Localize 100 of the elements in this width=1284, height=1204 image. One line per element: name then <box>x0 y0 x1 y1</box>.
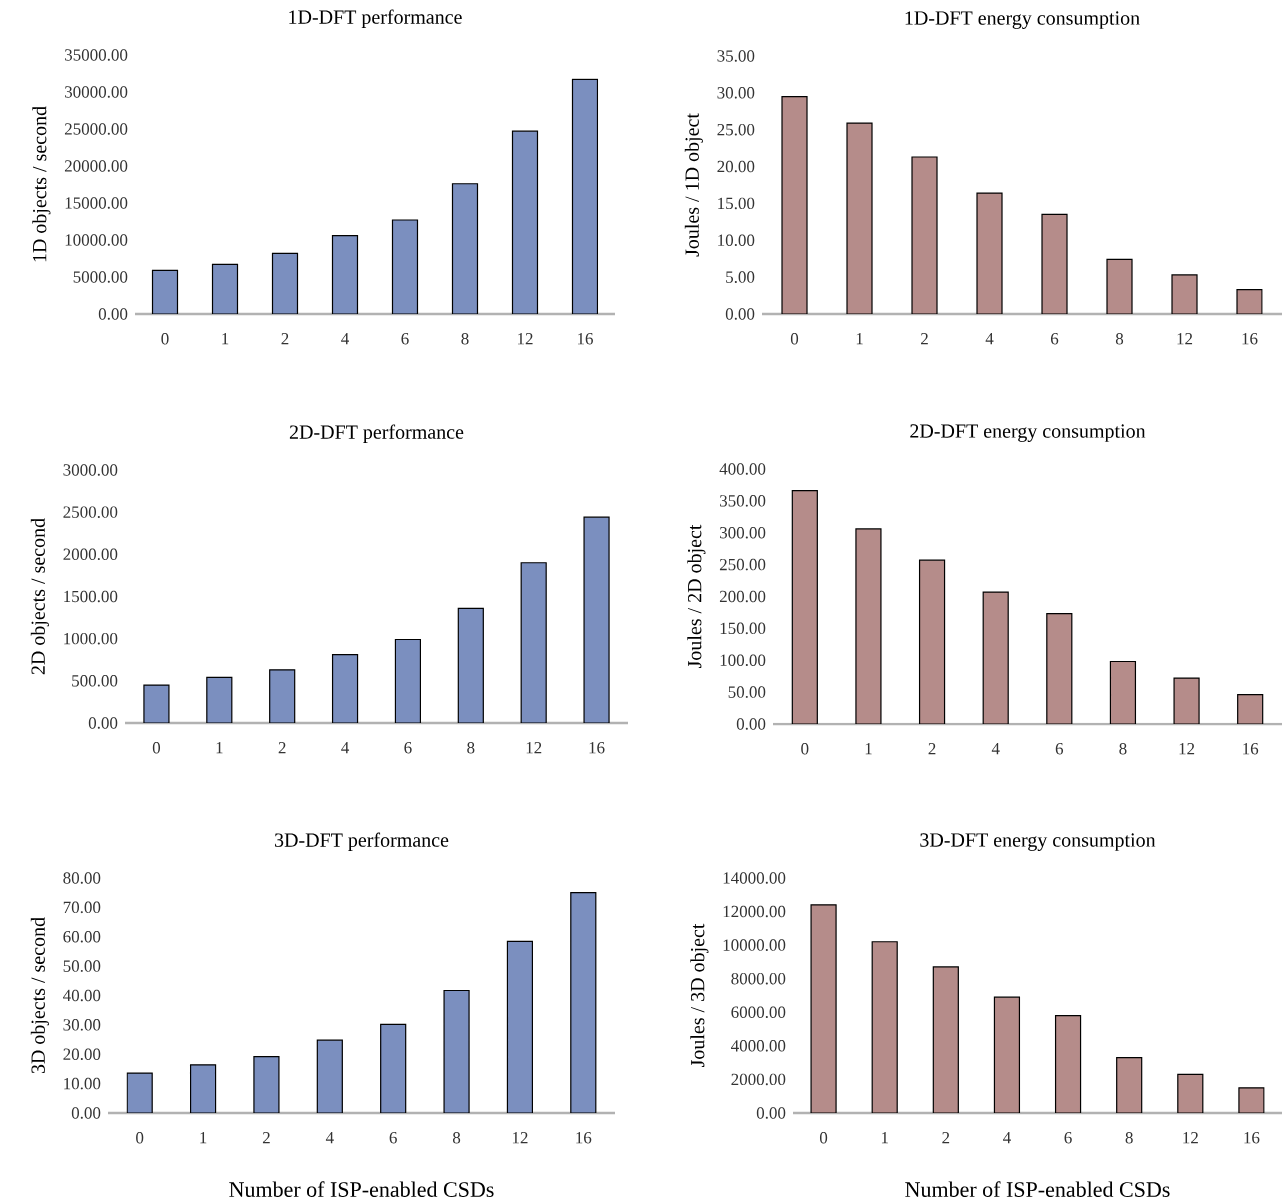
x-tick-label: 2 <box>942 1132 950 1144</box>
x-tick-label: 4 <box>341 742 350 754</box>
y-tick-label: 30000.00 <box>65 86 128 98</box>
x-tick-label: 1 <box>881 1132 888 1144</box>
bar <box>211 263 239 315</box>
x-tick-label: 1 <box>200 1132 207 1144</box>
y-axis-title: Joules / 1D object <box>684 113 703 257</box>
bar <box>1041 214 1068 315</box>
bar <box>391 219 419 315</box>
y-tick-label: 15000.00 <box>65 197 128 209</box>
x-tick-label: 2 <box>281 333 289 345</box>
bar <box>443 990 470 1114</box>
bar <box>151 269 179 315</box>
x-tick-label: 4 <box>985 333 994 345</box>
y-tick-label: 150.00 <box>720 622 766 635</box>
x-tick-label: 1 <box>216 742 223 754</box>
x-tick-label: 0 <box>801 743 809 755</box>
y-tick-label: 10.00 <box>64 1078 101 1090</box>
x-tick-label: 8 <box>452 1132 461 1144</box>
x-tick-label: 2 <box>262 1132 270 1144</box>
bar <box>911 156 938 315</box>
x-tick-label: 16 <box>578 333 593 345</box>
y-tick-label: 10000.00 <box>723 939 786 952</box>
y-tick-label: 5.00 <box>726 271 755 284</box>
y-tick-label: 3000.00 <box>63 464 118 476</box>
x-tick-label: 6 <box>1055 743 1064 755</box>
chart-title: 1D-DFT energy consumption <box>905 11 1140 30</box>
y-tick-label: 2500.00 <box>63 506 118 519</box>
x-tick-label: 16 <box>1244 1132 1260 1144</box>
bar <box>583 516 610 724</box>
x-tick-label: 4 <box>991 743 1000 755</box>
x-tick-label: 4 <box>1003 1132 1011 1144</box>
x-tick-label: 4 <box>325 1132 334 1144</box>
bar <box>451 183 479 315</box>
y-tick-label: 10000.00 <box>65 234 128 246</box>
y-tick-label: 15.00 <box>718 197 755 210</box>
x-tick-label: 0 <box>819 1132 828 1144</box>
y-tick-label: 350.00 <box>720 495 766 507</box>
x-tick-label: 2 <box>921 333 928 345</box>
bar <box>810 904 837 1114</box>
y-tick-label: 4000.00 <box>731 1040 786 1052</box>
y-tick-label: 25.00 <box>717 124 755 136</box>
y-tick-label: 0.00 <box>98 308 128 320</box>
x-tick-label: 8 <box>1115 333 1124 345</box>
bar <box>855 528 882 725</box>
y-tick-label: 80.00 <box>63 872 101 884</box>
x-tick-label: 0 <box>136 1132 144 1144</box>
x-tick-label: 6 <box>404 742 412 754</box>
x-tick-label: 0 <box>152 742 161 754</box>
x-tick-label: 1 <box>222 333 229 345</box>
y-tick-label: 500.00 <box>72 675 118 687</box>
x-tick-label: 4 <box>341 333 349 345</box>
x-tick-label: 12 <box>526 742 542 754</box>
bar <box>457 607 484 724</box>
x-tick-label: 12 <box>518 333 533 345</box>
y-tick-label: 20.00 <box>63 1048 101 1061</box>
bar <box>993 996 1021 1114</box>
x-tick-label: 8 <box>1119 743 1127 755</box>
y-tick-label: 14000.00 <box>723 872 786 884</box>
bar <box>206 677 233 724</box>
bar <box>143 684 170 724</box>
bar <box>1116 1057 1143 1114</box>
bar <box>976 192 1003 315</box>
x-tick-label: 2 <box>928 743 936 755</box>
y-tick-label: 30.00 <box>717 87 755 99</box>
chart-title: 3D-DFT performance <box>275 832 449 852</box>
y-tick-label: 40.00 <box>63 989 101 1002</box>
y-tick-label: 200.00 <box>719 590 766 603</box>
bar <box>1237 694 1264 725</box>
x-tick-label: 6 <box>401 333 409 345</box>
x-tick-label: 16 <box>576 1132 592 1144</box>
y-tick-label: 0.00 <box>71 1107 101 1119</box>
bar <box>982 591 1009 725</box>
bar <box>781 96 808 315</box>
bar <box>331 654 359 724</box>
y-tick-label: 2000.00 <box>731 1073 786 1086</box>
x-tick-label: 16 <box>589 742 605 754</box>
x-tick-label: 0 <box>161 333 169 345</box>
y-tick-label: 50.00 <box>728 686 766 699</box>
x-axis-title: Number of ISP-enabled CSDs <box>229 1181 494 1198</box>
x-tick-label: 6 <box>1064 1132 1072 1144</box>
bar <box>269 669 296 724</box>
y-tick-label: 12000.00 <box>723 905 786 918</box>
y-axis-title: Joules / 2D object <box>687 524 706 669</box>
bar <box>380 1023 407 1114</box>
x-tick-label: 6 <box>1050 333 1059 345</box>
x-tick-label: 0 <box>790 333 799 345</box>
x-tick-label: 6 <box>389 1132 397 1144</box>
y-tick-label: 250.00 <box>719 559 766 571</box>
y-tick-label: 50.00 <box>63 960 101 973</box>
x-tick-label: 12 <box>512 1132 528 1144</box>
x-tick-label: 12 <box>1183 1132 1198 1144</box>
bar <box>511 130 539 315</box>
x-tick-label: 1 <box>865 743 872 755</box>
y-axis-title: 3D objects / second <box>30 917 49 1074</box>
y-tick-label: 100.00 <box>720 654 766 667</box>
bar <box>1177 1073 1204 1114</box>
y-tick-label: 400.00 <box>719 463 766 475</box>
chart-title: 1D-DFT performance <box>289 9 462 29</box>
x-axis-title: Number of ISP-enabled CSDs <box>905 1181 1170 1198</box>
